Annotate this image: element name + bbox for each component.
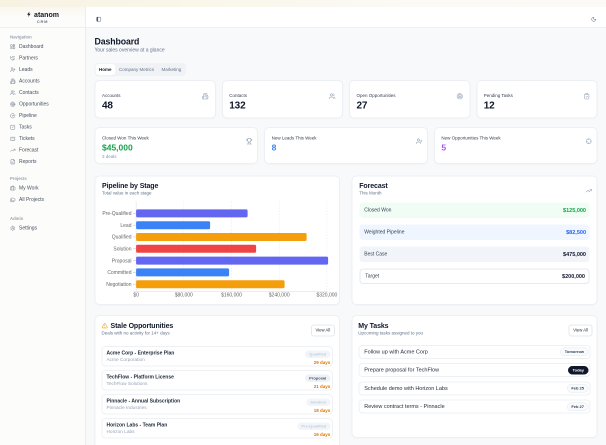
- svg-text:Qualified: Qualified: [112, 235, 132, 241]
- svg-text:Lead: Lead: [120, 223, 131, 229]
- svg-text:Committed: Committed: [107, 270, 131, 276]
- svg-text:Negotiation: Negotiation: [106, 282, 132, 288]
- svg-text:$160,000: $160,000: [221, 293, 242, 299]
- svg-text:$320,000: $320,000: [316, 293, 337, 299]
- svg-text:Proposal: Proposal: [112, 258, 132, 264]
- svg-text:$240,000: $240,000: [269, 293, 290, 299]
- svg-text:Pre-Qualified: Pre-Qualified: [102, 211, 131, 217]
- svg-text:Solution: Solution: [113, 247, 131, 253]
- svg-text:$80,000: $80,000: [175, 293, 193, 299]
- svg-text:$0: $0: [133, 293, 139, 299]
